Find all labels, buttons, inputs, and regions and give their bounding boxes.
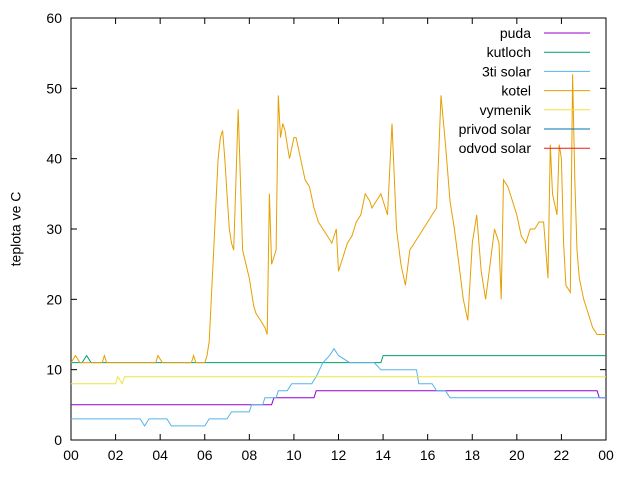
x-tick-label: 20 <box>509 447 525 463</box>
series-line-kotel <box>70 74 606 364</box>
x-tick-label: 06 <box>197 447 213 463</box>
legend-label: kutloch <box>487 44 531 60</box>
series-lines <box>70 74 606 427</box>
x-tick-label: 16 <box>420 447 436 463</box>
legend-label: privod solar <box>459 121 532 137</box>
legend-label: puda <box>500 25 531 41</box>
y-tick-label: 40 <box>46 151 62 167</box>
y-tick-label: 0 <box>54 432 62 448</box>
y-axis-label: teplota ve C <box>8 192 24 267</box>
legend-label: kotel <box>501 83 531 99</box>
x-tick-label: 00 <box>598 447 614 463</box>
legend-label: odvod solar <box>459 140 532 156</box>
x-tick-label: 04 <box>152 447 168 463</box>
x-tick-label: 02 <box>108 447 124 463</box>
series-line-3ti-solar <box>71 347 606 427</box>
x-tick-label: 00 <box>63 447 79 463</box>
x-tick-label: 12 <box>331 447 347 463</box>
x-tick-label: 10 <box>286 447 302 463</box>
x-tick-label: 08 <box>242 447 258 463</box>
legend: puda kutloch 3ti solar kotel vymenik privod s… <box>459 25 590 156</box>
y-tick-label: 10 <box>46 362 62 378</box>
y-tick-label: 60 <box>46 10 62 26</box>
legend-label: 3ti solar <box>482 63 531 79</box>
x-tick-label: 14 <box>375 447 391 463</box>
y-tick-label: 30 <box>46 221 62 237</box>
y-tick-label: 20 <box>46 291 62 307</box>
x-tick-label: 22 <box>554 447 570 463</box>
y-tick-label: 50 <box>46 80 62 96</box>
series-line-kutloch <box>71 354 606 364</box>
series-line-puda <box>71 390 606 406</box>
legend-label: vymenik <box>480 102 532 118</box>
x-tick-label: 18 <box>464 447 480 463</box>
series-line-vymenik <box>71 375 606 385</box>
